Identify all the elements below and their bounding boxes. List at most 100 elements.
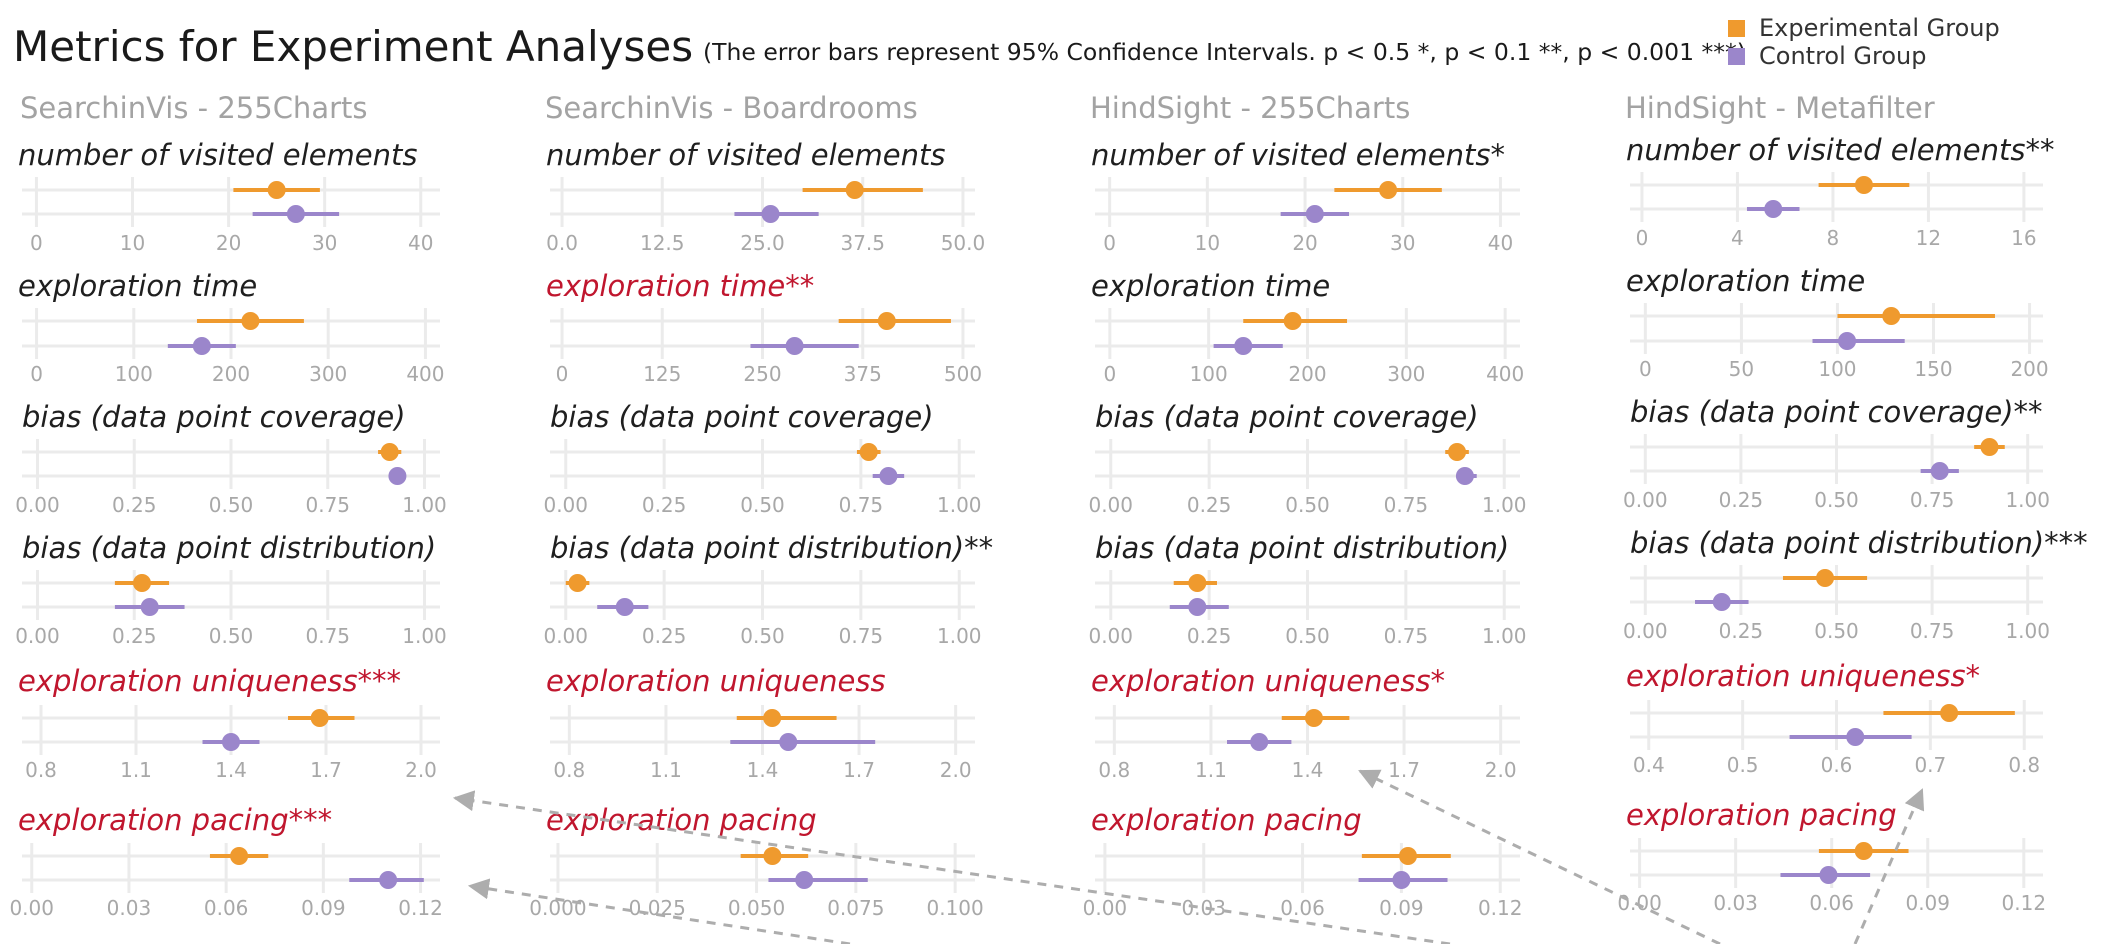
control-mean-point xyxy=(192,337,211,355)
tick-label: 0.50 xyxy=(1814,488,1859,512)
tick-label: 125 xyxy=(643,362,681,386)
tick-label: 0.00 xyxy=(543,493,588,517)
metric-3: bias (data point coverage) 0.00 0.25 0.50 0.… xyxy=(15,400,447,517)
tick-label: 500 xyxy=(944,362,982,386)
tick-label: 20 xyxy=(216,231,241,255)
tick-label: 12 xyxy=(1916,226,1941,250)
metric-title: bias (data point distribution)** xyxy=(550,531,993,565)
tick-label: 1.1 xyxy=(650,758,682,782)
control-mean-point xyxy=(1234,337,1253,355)
tick-label: 0.06 xyxy=(1280,896,1325,920)
experimental-mean-point xyxy=(1304,709,1323,727)
tick-label: 400 xyxy=(1486,362,1524,386)
tick-label: 0.6 xyxy=(1821,753,1853,777)
experimental-mean-point xyxy=(310,709,329,727)
metric-3: bias (data point coverage) 0.00 0.25 0.50 0.… xyxy=(1088,400,1526,517)
metric-title: bias (data point coverage)** xyxy=(1630,395,2043,429)
tick-label: 20 xyxy=(1292,231,1317,255)
metric-2: exploration time 0 100 200 300 400 xyxy=(1091,269,1524,386)
tick-label: 0.0 xyxy=(546,231,578,255)
tick-label: 300 xyxy=(1387,362,1425,386)
tick-label: 0.050 xyxy=(728,896,785,920)
metric-title: bias (data point coverage) xyxy=(1095,400,1479,434)
tick-label: 1.00 xyxy=(1482,624,1527,648)
tick-label: 2.0 xyxy=(1485,758,1517,782)
metric-title: bias (data point distribution)*** xyxy=(1630,526,2088,560)
tick-label: 12.5 xyxy=(640,231,685,255)
tick-label: 25.0 xyxy=(740,231,785,255)
control-mean-point xyxy=(1846,728,1865,746)
control-mean-point xyxy=(615,598,634,616)
experimental-mean-point xyxy=(1448,443,1467,461)
tick-label: 0.00 xyxy=(9,896,54,920)
panel-3: HindSight - 255Charts number of visited e… xyxy=(1083,91,1527,920)
tick-label: 8 xyxy=(1827,226,1840,250)
tick-label: 40 xyxy=(408,231,433,255)
metric-4: bias (data point distribution)*** 0.00 0.2… xyxy=(1623,526,2088,643)
tick-label: 0.09 xyxy=(1905,891,1950,915)
control-mean-point xyxy=(1305,205,1324,223)
metric-3: bias (data point coverage)** 0.00 0.25 0.50… xyxy=(1623,395,2050,512)
tick-label: 100 xyxy=(115,362,153,386)
panel-1: SearchinVis - 255Charts number of visited… xyxy=(9,91,446,920)
metric-title: bias (data point coverage) xyxy=(22,400,406,434)
tick-label: 1.1 xyxy=(1195,758,1227,782)
tick-label: 0.00 xyxy=(1088,624,1133,648)
tick-label: 30 xyxy=(312,231,337,255)
control-mean-point xyxy=(1838,332,1857,350)
metric-title: number of visited elements** xyxy=(1626,133,2055,167)
experimental-mean-point xyxy=(763,709,782,727)
tick-label: 0.75 xyxy=(1384,493,1429,517)
legend-item-experimental: Experimental Group xyxy=(1728,14,2000,42)
tick-label: 150 xyxy=(1914,357,1952,381)
metric-2: exploration time 0 50 100 150 200 xyxy=(1626,264,2049,381)
tick-label: 1.7 xyxy=(843,758,875,782)
control-mean-point xyxy=(1250,733,1269,751)
tick-label: 0 xyxy=(1103,362,1116,386)
tick-label: 1.7 xyxy=(310,758,342,782)
metric-5: exploration uniqueness* 0.4 0.5 0.6 0.7 0.8 xyxy=(1626,659,2043,777)
metric-1: number of visited elements* 0 10 20 30 40 xyxy=(1091,138,1520,255)
metric-3: bias (data point coverage) 0.00 0.25 0.50 0.… xyxy=(543,400,981,517)
control-mean-point xyxy=(779,733,798,751)
tick-label: 0.03 xyxy=(107,896,152,920)
tick-label: 0.25 xyxy=(1719,488,1764,512)
tick-label: 0.75 xyxy=(1910,619,1955,643)
tick-label: 0.50 xyxy=(209,493,254,517)
tick-label: 0.00 xyxy=(1088,493,1133,517)
metric-title: number of visited elements xyxy=(18,138,418,172)
metric-title: exploration pacing*** xyxy=(18,803,332,837)
metric-2: exploration time 0 100 200 300 400 xyxy=(18,269,445,386)
experimental-mean-point xyxy=(1188,574,1207,592)
control-mean-point xyxy=(795,871,814,889)
metric-title: exploration uniqueness* xyxy=(1091,664,1445,698)
tick-label: 100 xyxy=(1818,357,1856,381)
tick-label: 1.4 xyxy=(215,758,247,782)
control-mean-point xyxy=(1930,462,1949,480)
tick-label: 0.75 xyxy=(305,624,350,648)
tick-label: 0 xyxy=(1636,226,1649,250)
experimental-mean-point xyxy=(1379,181,1398,199)
tick-label: 200 xyxy=(212,362,250,386)
metric-5: exploration uniqueness* 0.8 1.1 1.4 1.7 2.0 xyxy=(1091,664,1520,782)
legend: Experimental Group Control Group xyxy=(1728,14,2000,70)
tick-label: 37.5 xyxy=(840,231,885,255)
experimental-mean-point xyxy=(267,181,286,199)
tick-label: 1.00 xyxy=(402,624,447,648)
tick-label: 100 xyxy=(1190,362,1228,386)
tick-label: 1.00 xyxy=(1482,493,1527,517)
tick-label: 0.75 xyxy=(1384,624,1429,648)
tick-label: 0.25 xyxy=(642,493,687,517)
tick-label: 0 xyxy=(1639,357,1652,381)
experimental-mean-point xyxy=(1882,307,1901,325)
tick-label: 0.06 xyxy=(1809,891,1854,915)
metric-title: exploration time xyxy=(1091,269,1330,303)
tick-label: 0.25 xyxy=(1187,624,1232,648)
metric-4: bias (data point distribution)** 0.00 0.25… xyxy=(543,531,993,648)
tick-label: 0.50 xyxy=(740,624,785,648)
metric-title: exploration uniqueness xyxy=(546,664,886,698)
tick-label: 0.4 xyxy=(1633,753,1665,777)
tick-label: 4 xyxy=(1731,226,1744,250)
